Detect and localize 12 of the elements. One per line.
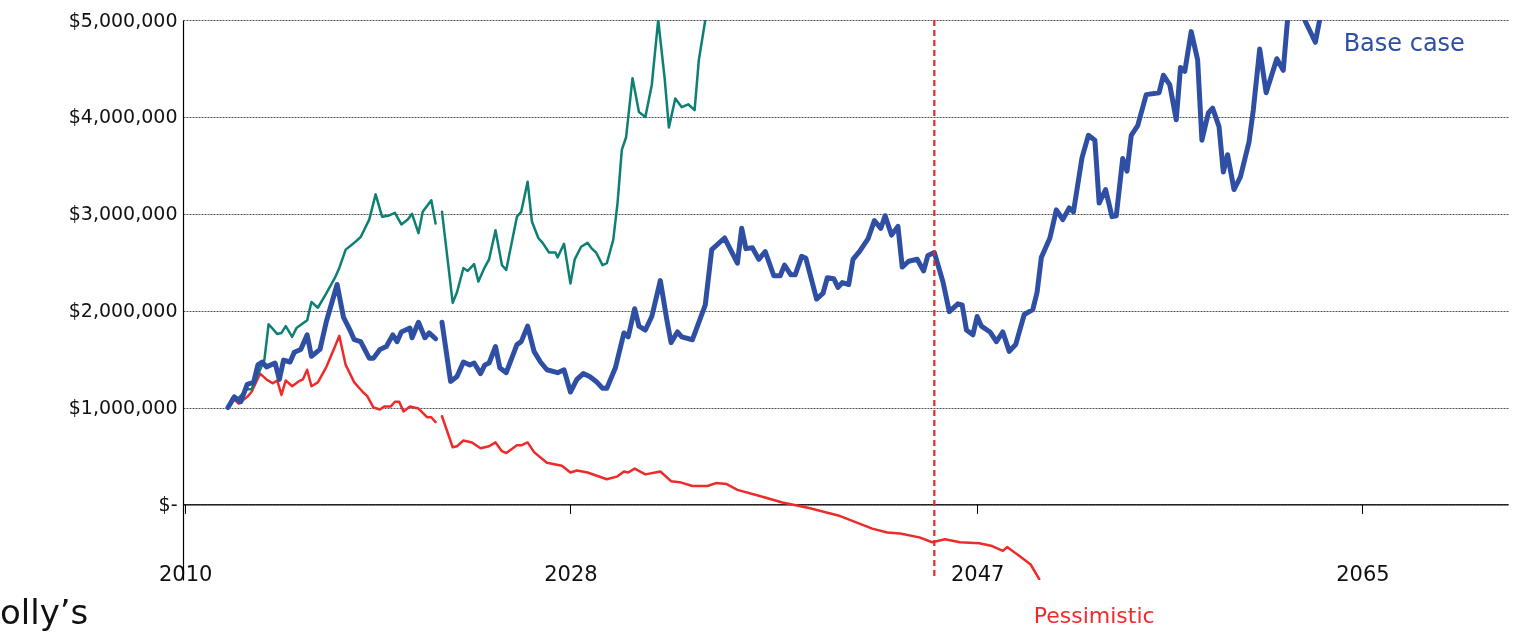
x-tick-label: 2047	[950, 561, 1005, 586]
y-tick-label: $-	[158, 492, 178, 515]
text: olly’s	[0, 591, 89, 632]
y-tick-label: $3,000,000	[68, 202, 178, 225]
x-tick-label: 2065	[1336, 561, 1390, 586]
y-tick-label: $2,000,000	[68, 299, 178, 322]
series-label: Pessimistic	[1033, 603, 1155, 628]
x-tick-label: 2028	[544, 561, 598, 586]
series-label: Base case	[1343, 29, 1465, 57]
y-tick-label: $1,000,000	[68, 396, 178, 419]
y-tick-label: $5,000,000	[68, 8, 178, 31]
y-tick-label: $4,000,000	[68, 105, 178, 128]
